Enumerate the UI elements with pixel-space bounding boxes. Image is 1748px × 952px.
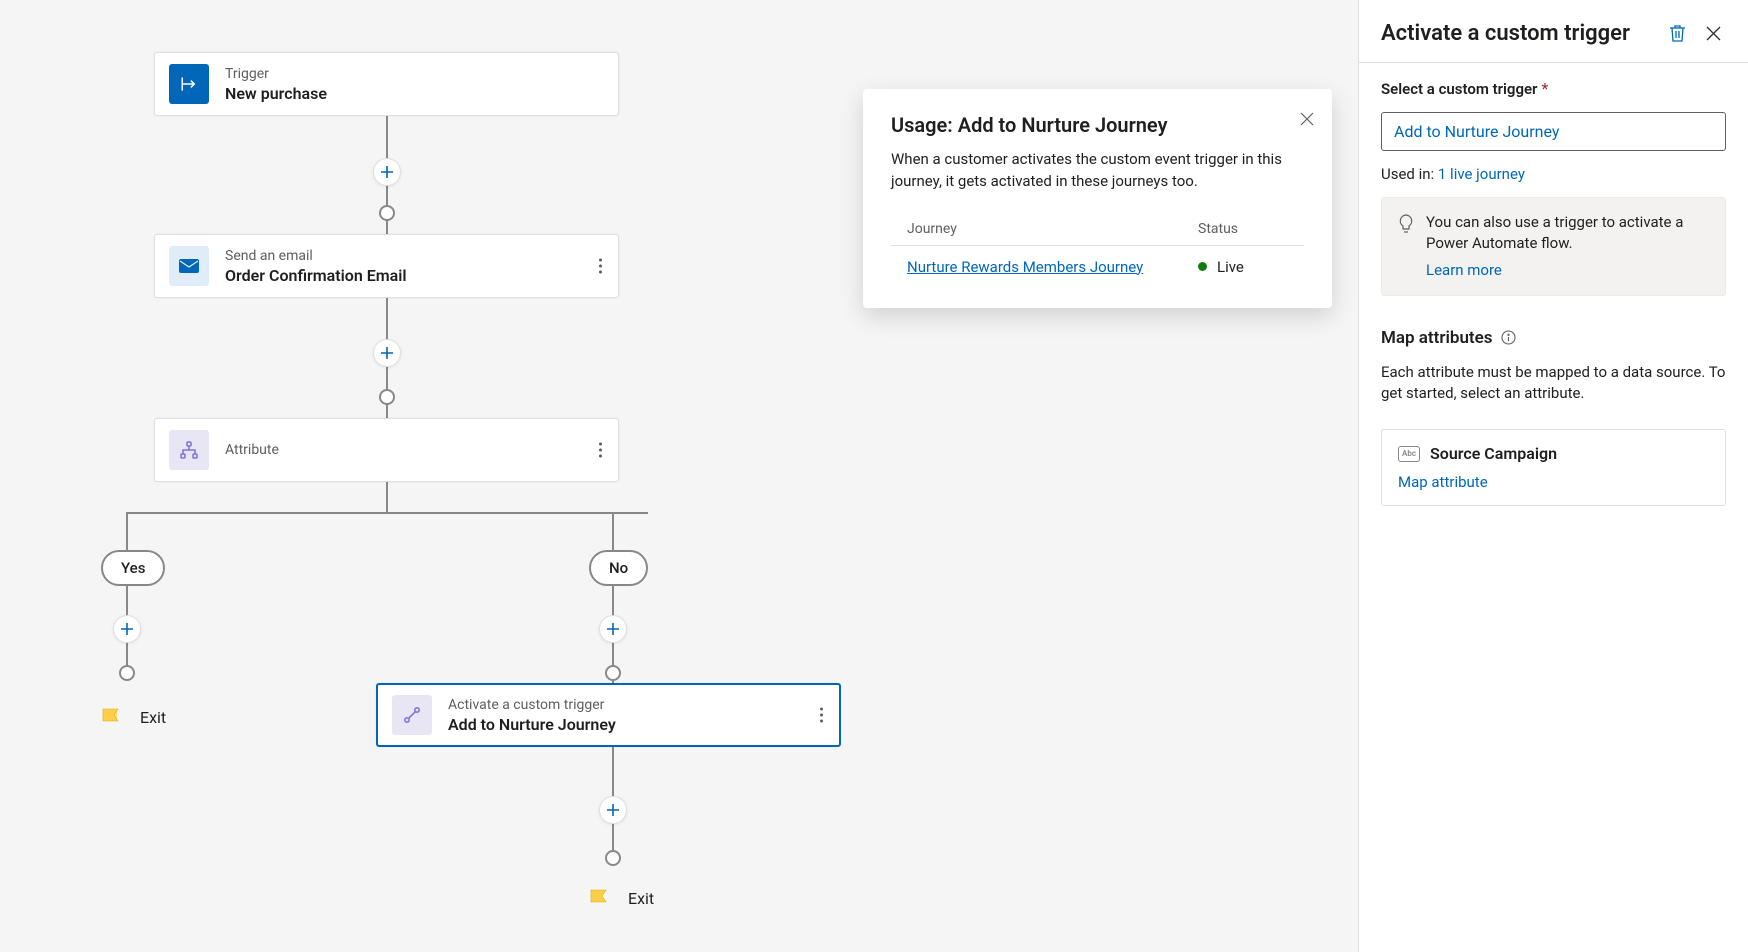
usage-popup: Usage: Add to Nurture Journey When a cus…	[863, 89, 1332, 308]
col-journey: Journey	[907, 221, 957, 237]
status-cell: Live	[1198, 258, 1288, 276]
properties-panel: Activate a custom trigger Select a custo…	[1358, 0, 1748, 952]
add-step-button[interactable]	[599, 796, 627, 824]
col-status: Status	[1198, 221, 1288, 237]
connector	[386, 482, 388, 514]
info-callout: You can also use a trigger to activate a…	[1381, 197, 1726, 296]
step-label: Send an email	[225, 248, 407, 264]
email-icon	[169, 246, 209, 286]
branch-yes-label: Yes	[121, 559, 145, 577]
add-step-button[interactable]	[599, 615, 627, 643]
custom-trigger-icon	[392, 695, 432, 735]
custom-trigger-input[interactable]	[1381, 112, 1726, 151]
connector-end-dot	[605, 665, 621, 681]
info-text: You can also use a trigger to activate a…	[1426, 213, 1683, 252]
select-trigger-label: Select a custom trigger	[1381, 80, 1537, 98]
exit-marker-yes: Exit	[100, 705, 166, 729]
add-step-button[interactable]	[373, 158, 401, 186]
close-icon[interactable]	[1700, 20, 1726, 46]
exit-marker-no: Exit	[588, 886, 654, 910]
step-card-attribute[interactable]: Attribute	[154, 418, 619, 482]
branch-yes-pill[interactable]: Yes	[101, 550, 165, 586]
attribute-branch-icon	[169, 430, 209, 470]
card-more-icon[interactable]	[599, 443, 602, 458]
close-icon[interactable]	[1300, 111, 1314, 130]
map-attributes-label: Map attributes	[1381, 328, 1493, 348]
panel-header: Activate a custom trigger	[1359, 0, 1748, 63]
used-in-prefix: Used in:	[1381, 165, 1438, 183]
connector-end-dot	[379, 205, 395, 221]
step-card-email[interactable]: Send an email Order Confirmation Email	[154, 234, 619, 298]
step-title: Add to Nurture Journey	[448, 715, 616, 734]
branch-no-pill[interactable]: No	[589, 550, 648, 586]
branch-no-label: No	[609, 559, 628, 577]
step-card-trigger[interactable]: Trigger New purchase	[154, 52, 619, 116]
connector	[126, 512, 648, 514]
usage-title: Usage: Add to Nurture Journey	[891, 113, 1304, 137]
required-indicator: *	[1541, 79, 1548, 98]
learn-more-link[interactable]: Learn more	[1426, 260, 1502, 281]
journey-link[interactable]: Nurture Rewards Members Journey	[907, 258, 1143, 276]
step-label: Attribute	[225, 442, 279, 458]
card-more-icon[interactable]	[820, 708, 823, 723]
flag-icon	[100, 705, 124, 729]
info-icon[interactable]	[1501, 330, 1516, 345]
status-dot-icon	[1198, 262, 1207, 271]
map-attributes-heading: Map attributes	[1381, 328, 1726, 348]
usage-table-row: Nurture Rewards Members Journey Live	[891, 245, 1304, 288]
card-more-icon[interactable]	[599, 259, 602, 274]
connector	[126, 512, 128, 550]
exit-label: Exit	[628, 889, 654, 908]
step-label: Activate a custom trigger	[448, 697, 616, 713]
trigger-icon	[169, 64, 209, 104]
add-step-button[interactable]	[113, 615, 141, 643]
attribute-card[interactable]: Abc Source Campaign Map attribute	[1381, 429, 1726, 506]
connector	[612, 512, 614, 550]
connector-end-dot	[379, 389, 395, 405]
usage-table-header: Journey Status	[891, 213, 1304, 245]
connector-end-dot	[119, 665, 135, 681]
step-title: New purchase	[225, 84, 327, 103]
attribute-type-icon: Abc	[1398, 446, 1420, 462]
attribute-name: Source Campaign	[1430, 444, 1557, 463]
map-attributes-description: Each attribute must be mapped to a data …	[1381, 362, 1726, 406]
usage-description: When a customer activates the custom eve…	[891, 149, 1304, 193]
flag-icon	[588, 886, 612, 910]
map-attribute-link[interactable]: Map attribute	[1398, 473, 1488, 491]
step-title: Order Confirmation Email	[225, 266, 407, 285]
add-step-button[interactable]	[373, 339, 401, 367]
status-label: Live	[1217, 258, 1244, 276]
step-card-activate-trigger[interactable]: Activate a custom trigger Add to Nurture…	[376, 683, 841, 747]
lightbulb-icon	[1398, 214, 1414, 281]
connector-end-dot	[605, 850, 621, 866]
step-label: Trigger	[225, 66, 327, 82]
used-in-text: Used in: 1 live journey	[1381, 165, 1726, 183]
exit-label: Exit	[140, 708, 166, 727]
delete-icon[interactable]	[1664, 20, 1690, 46]
panel-title: Activate a custom trigger	[1381, 20, 1654, 48]
used-in-link[interactable]: 1 live journey	[1438, 165, 1525, 183]
